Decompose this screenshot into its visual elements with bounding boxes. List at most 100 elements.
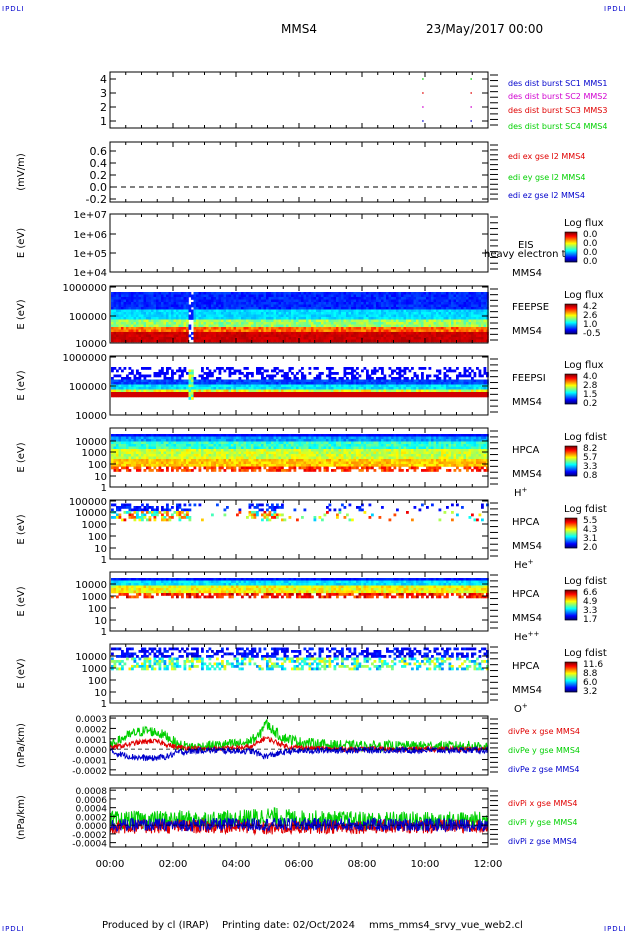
feepse-cell: [193, 299, 197, 303]
feepse-cell: [236, 307, 239, 310]
feepsi-cell: [438, 384, 442, 388]
feepsi-cell: [253, 394, 257, 398]
feepse-cell: [363, 302, 367, 305]
hpca-h-cell: [118, 461, 122, 465]
feepse-cell: [188, 292, 192, 295]
feepsi-colorbar-cell: [565, 386, 577, 388]
feepse-cell: [183, 319, 187, 323]
feepse-cell: [476, 324, 479, 328]
burst-legend-entry: des dist burst SC2 MMS2: [508, 92, 607, 101]
feepse-cell: [483, 329, 487, 333]
feepse-cell: [386, 329, 389, 333]
feepse-colorbar-cell: [565, 321, 577, 323]
feepse-cell: [166, 302, 169, 305]
feepsi-cell: [413, 389, 417, 393]
feepsi-cell: [166, 369, 169, 373]
feepse-cell: [153, 317, 157, 320]
feepse-cell: [481, 309, 484, 313]
feepsi-cell: [228, 389, 232, 393]
feepsi-cell: [176, 369, 179, 373]
feepse-cell: [481, 324, 484, 328]
feepse-cell: [318, 304, 322, 308]
feepse-cell: [131, 322, 134, 325]
feepse-cell: [453, 294, 457, 298]
feepse-cell: [141, 322, 144, 325]
feepse-cell: [271, 332, 274, 335]
feepsi-cell: [453, 389, 457, 393]
feepse-cell: [473, 292, 477, 295]
feepse-cell: [246, 317, 249, 320]
feepse-cell: [113, 324, 117, 328]
feepsi-cell: [463, 382, 467, 385]
feepsi-cell: [456, 382, 459, 385]
feepsi-cell: [138, 374, 142, 378]
feepsi-cell: [161, 379, 164, 383]
feepsi-cell: [128, 367, 132, 370]
feepse-cell: [381, 297, 384, 300]
feepsi-cell: [356, 384, 359, 388]
feepsi-cell: [363, 389, 367, 393]
feepse-cell: [251, 324, 254, 328]
feepsi-cell: [153, 374, 157, 378]
feepsi-cell: [208, 382, 212, 385]
feepse-cell: [248, 292, 252, 295]
feepsi-cell: [483, 369, 487, 373]
feepse-cell: [283, 339, 287, 343]
feepse-cell: [206, 314, 209, 318]
feepse-cell: [343, 322, 347, 325]
feepse-cell: [258, 332, 262, 335]
feepse-cell: [321, 294, 324, 298]
feepsi-cell: [466, 384, 469, 388]
feepse-cell: [456, 299, 459, 303]
feepse-cell: [226, 329, 229, 333]
feepse-cell: [348, 334, 352, 338]
feepse-cell: [398, 292, 402, 295]
hpca-h-cell: [116, 456, 119, 460]
feepse-cell: [176, 319, 179, 323]
feepse-cell: [286, 332, 289, 335]
feepse-cell: [263, 297, 267, 300]
feepse-cell: [288, 294, 292, 298]
feepse-cell: [283, 302, 287, 305]
feepse-cell: [338, 319, 342, 323]
feepse-cell: [283, 324, 287, 328]
feepse-cell: [301, 324, 304, 328]
feepse-cell: [218, 307, 222, 310]
feepse-cell: [246, 334, 249, 338]
feepse-cell: [416, 332, 419, 335]
feepse-cell: [396, 304, 399, 308]
feepsi-cell: [346, 389, 349, 393]
feepse-cell: [253, 307, 257, 310]
feepsi-cell: [291, 392, 294, 395]
feepse-cell: [333, 319, 337, 323]
feepse-cell: [351, 332, 354, 335]
feepsi-cell: [183, 379, 187, 383]
feepse-cell: [243, 294, 247, 298]
feepsi-cell: [358, 392, 362, 395]
feepsi-cell: [443, 374, 447, 378]
feepse-cell: [438, 322, 442, 325]
feepse-cell: [351, 337, 354, 340]
feepse-cell: [436, 299, 439, 303]
feepsi-cell: [411, 392, 414, 395]
feepse-cell: [186, 322, 189, 325]
feepse-cell: [486, 309, 489, 313]
feepsi-cell: [421, 389, 424, 393]
feepse-cell: [436, 339, 439, 343]
feepse-cell: [313, 294, 317, 298]
feepse-cell: [343, 324, 347, 328]
feepsi-cell: [426, 394, 429, 398]
feepse-cell: [168, 309, 172, 313]
feepse-cell: [471, 314, 474, 318]
feepsi-cell: [476, 392, 479, 395]
feepse-cell: [123, 339, 127, 343]
feepse-cell: [391, 317, 394, 320]
feepse-cell: [321, 334, 324, 338]
feepsi-cell: [401, 384, 404, 388]
feepsi-cell: [383, 379, 387, 383]
feepse-cell: [181, 327, 184, 330]
feepse-cell: [396, 307, 399, 310]
feepse-cell: [366, 294, 369, 298]
feepse-cell: [328, 322, 332, 325]
feepsi-cell: [393, 389, 397, 393]
